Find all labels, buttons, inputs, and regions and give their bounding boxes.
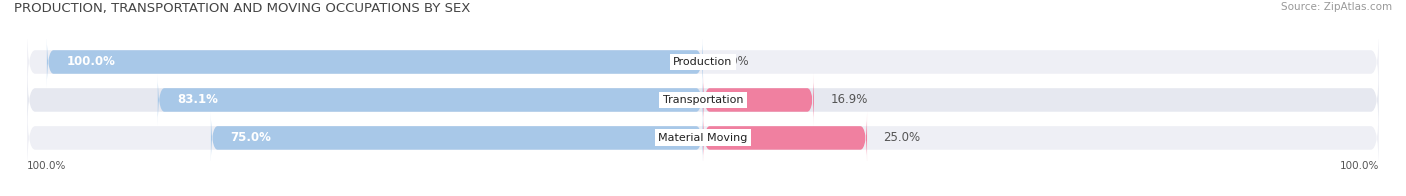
FancyBboxPatch shape: [27, 104, 1379, 172]
Text: PRODUCTION, TRANSPORTATION AND MOVING OCCUPATIONS BY SEX: PRODUCTION, TRANSPORTATION AND MOVING OC…: [14, 2, 471, 15]
Text: 75.0%: 75.0%: [231, 132, 271, 144]
FancyBboxPatch shape: [157, 74, 703, 126]
FancyBboxPatch shape: [211, 112, 703, 164]
FancyBboxPatch shape: [27, 66, 1379, 134]
FancyBboxPatch shape: [703, 112, 868, 164]
FancyBboxPatch shape: [27, 28, 1379, 96]
Text: Material Moving: Material Moving: [658, 133, 748, 143]
Text: Transportation: Transportation: [662, 95, 744, 105]
Text: 100.0%: 100.0%: [27, 161, 66, 171]
FancyBboxPatch shape: [703, 74, 814, 126]
Text: 100.0%: 100.0%: [66, 55, 115, 68]
Text: 83.1%: 83.1%: [177, 93, 218, 106]
FancyBboxPatch shape: [46, 36, 703, 88]
Text: 0.0%: 0.0%: [720, 55, 749, 68]
Text: 16.9%: 16.9%: [831, 93, 868, 106]
Text: 100.0%: 100.0%: [1340, 161, 1379, 171]
Text: 25.0%: 25.0%: [883, 132, 921, 144]
Text: Source: ZipAtlas.com: Source: ZipAtlas.com: [1281, 2, 1392, 12]
Text: Production: Production: [673, 57, 733, 67]
